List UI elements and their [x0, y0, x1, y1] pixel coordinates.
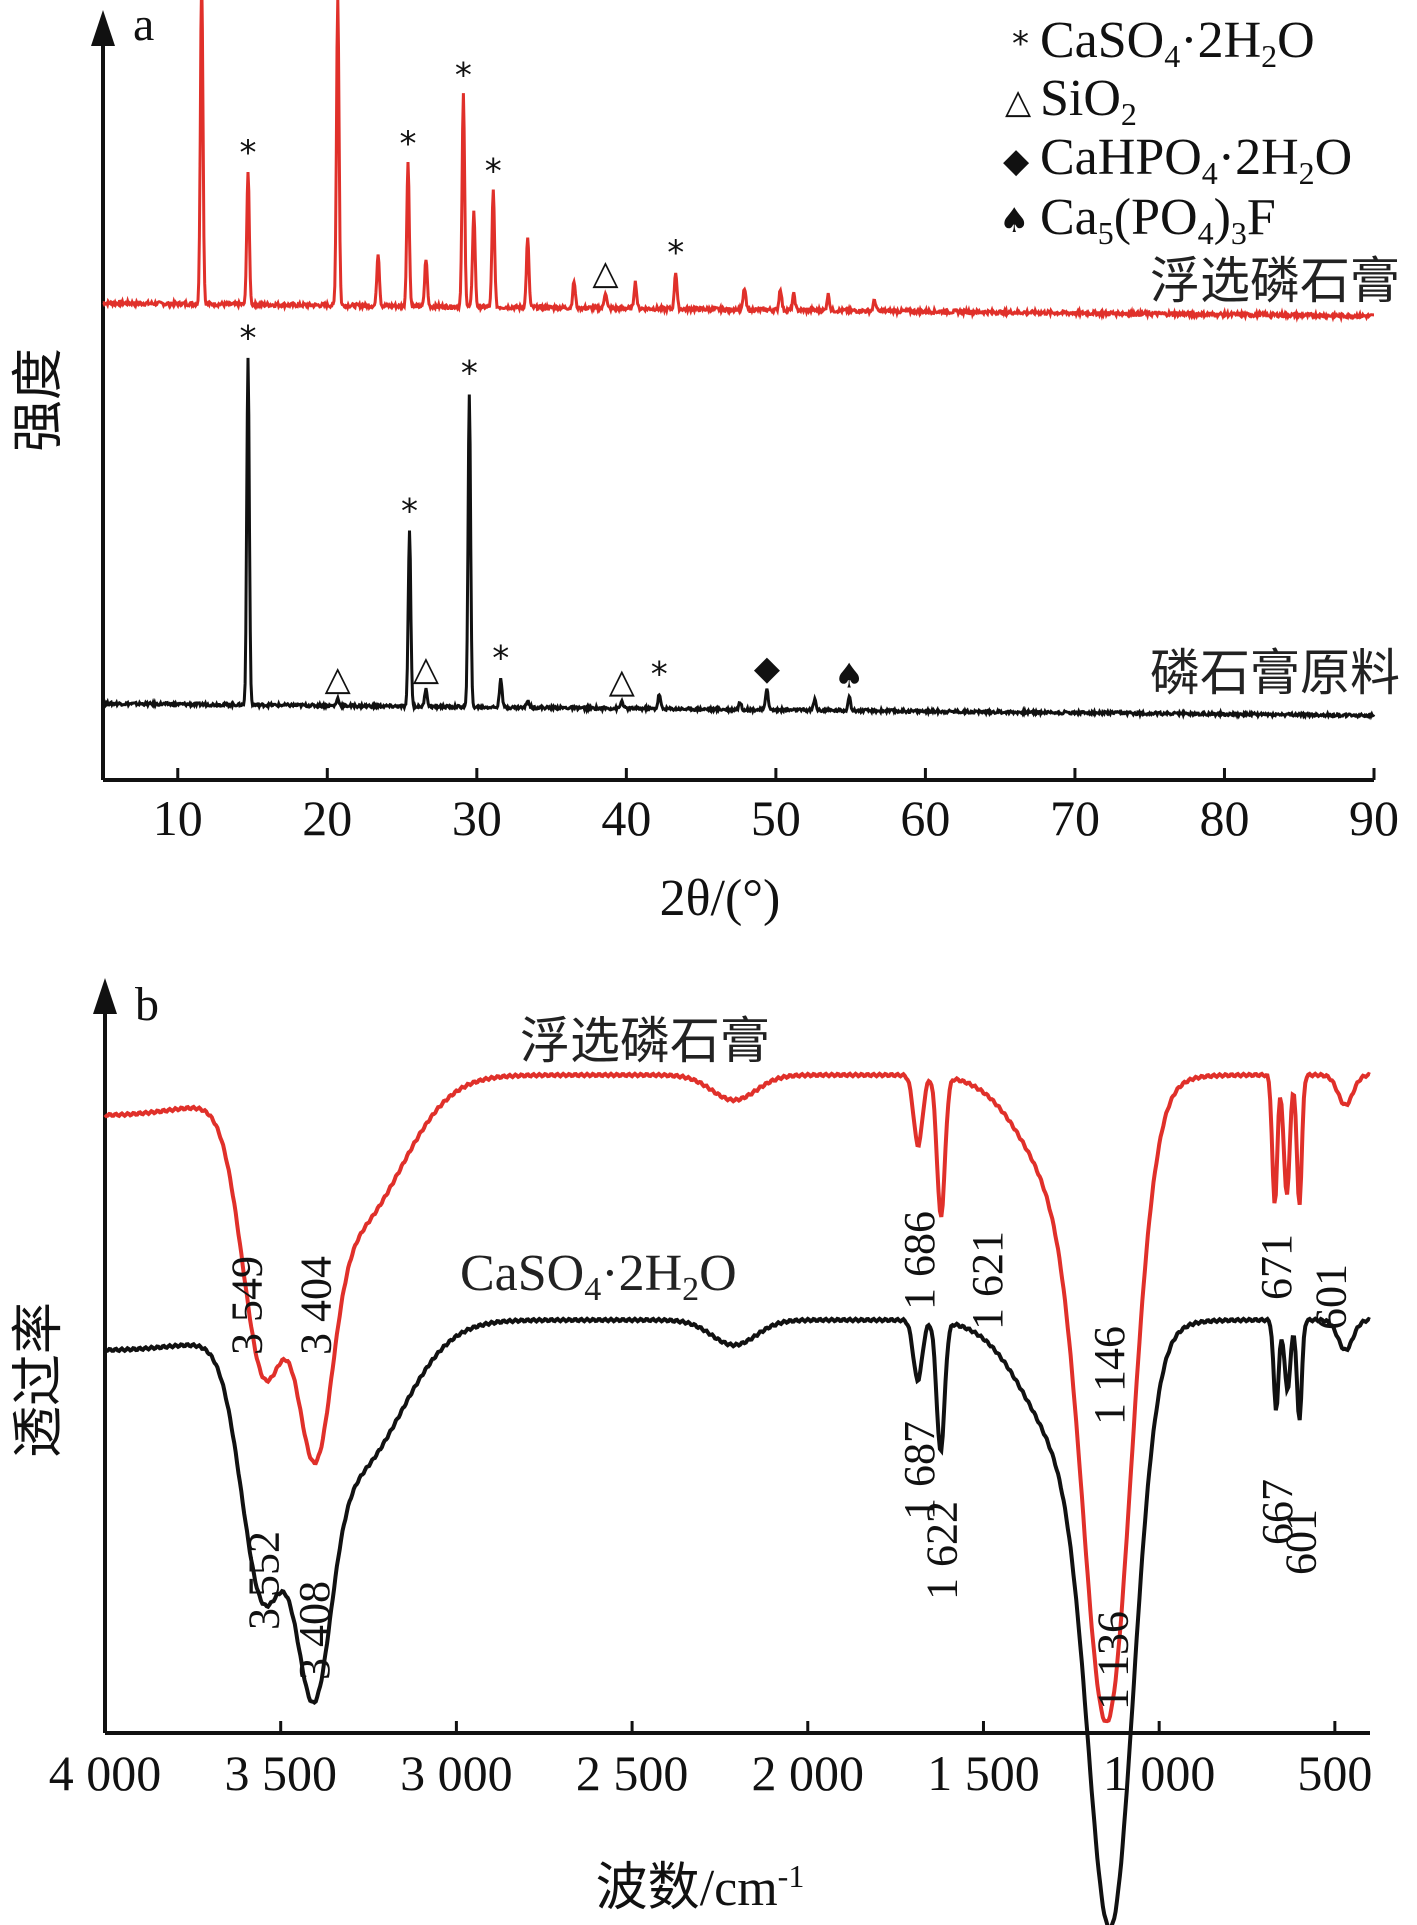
y-axis-arrow-b [93, 978, 117, 1014]
legend-symbol-sio2: △ [1005, 82, 1032, 122]
x-tick-label-a: 80 [1199, 790, 1249, 846]
legend-label-fluorapatite: Ca5(PO4)3F [1040, 189, 1276, 251]
peak-marker: * [455, 56, 472, 96]
band-label: 3 408 [290, 1581, 339, 1680]
legend-label-brushite: CaHPO4·2H2O [1040, 129, 1352, 191]
band-label: 1 136 [1088, 1611, 1137, 1710]
band-label: 1 622 [918, 1501, 967, 1600]
band-label: 671 [1252, 1234, 1301, 1300]
peak-marker: △ [609, 662, 636, 702]
series-label-flotation-xrd: 浮选磷石膏 [1150, 252, 1400, 310]
legend-label-sio2: SiO2 [1040, 70, 1137, 132]
peak-marker: * [240, 319, 257, 359]
peak-marker: * [485, 151, 502, 191]
x-tick-label-a: 40 [601, 790, 651, 846]
ftir-line-gypsum [103, 1316, 1371, 1925]
band-label: 667 [1253, 1479, 1302, 1545]
x-tick-label-a: 70 [1050, 790, 1100, 846]
y-axis-arrow-a [91, 10, 115, 46]
legend-symbol-gypsum: * [1012, 24, 1029, 64]
band-label: 1 146 [1085, 1326, 1134, 1425]
phase-markers: ******△**△*△**△*◆♠ [240, 56, 865, 702]
peak-marker: ◆ [754, 648, 781, 688]
x-tick-label-a: 90 [1349, 790, 1399, 846]
xrd-series [101, 0, 1376, 721]
peak-marker: * [400, 124, 417, 164]
xrd-line-flotation [102, 0, 1374, 324]
x-tick-label-b: 4 000 [49, 1745, 162, 1801]
legend-symbol-fluorapatite: ♠ [999, 201, 1029, 241]
legend-label-gypsum: CaSO4·2H2O [1040, 12, 1315, 74]
peak-marker: △ [325, 659, 352, 699]
y-axis-title-a: 强度 [9, 348, 69, 452]
x-axis-title-a: 2θ/(°) [660, 870, 781, 927]
y-axis-title-b: 透过率 [9, 1302, 69, 1458]
x-tick-label-a: 20 [302, 790, 352, 846]
peak-marker: * [401, 492, 418, 532]
peak-marker: △ [413, 649, 440, 689]
peak-marker: * [461, 354, 478, 394]
band-label: 601 [1306, 1264, 1355, 1330]
x-tick-label-b: 2 000 [752, 1745, 865, 1801]
series-label-gypsum-ftir: CaSO4·2H2O [460, 1245, 737, 1308]
x-tick-label-b: 500 [1297, 1745, 1372, 1801]
x-ticks-a: 10 20 30 40 50 60 70 80 90 [153, 768, 1399, 846]
x-tick-label-b: 3 000 [400, 1745, 513, 1801]
band-label: 3 552 [239, 1531, 288, 1630]
band-label: 3 404 [291, 1256, 340, 1355]
peak-marker: * [651, 655, 668, 695]
panel-label-b: b [135, 978, 159, 1031]
legend-a: * CaSO4·2H2O △ SiO2 ◆ CaHPO4·2H2O ♠ Ca5(… [999, 12, 1352, 251]
x-tick-label-a: 30 [452, 790, 502, 846]
panel-label-a: a [133, 0, 154, 51]
x-ticks-b: 4 000 3 500 3 000 2 500 2 000 1 500 1 000 500 [49, 1721, 1372, 1801]
xrd-line-raw [101, 357, 1376, 721]
panel-b: 4 000 3 500 3 000 2 500 2 000 1 500 1 000 500 b… [9, 978, 1372, 1925]
band-label: 1 687 [895, 1421, 944, 1520]
series-label-raw-xrd: 磷石膏原料 [1150, 644, 1400, 702]
x-tick-label-b: 2 500 [576, 1745, 689, 1801]
x-tick-label-b: 1 500 [927, 1745, 1040, 1801]
band-label: 601 [1276, 1509, 1325, 1575]
x-tick-label-b: 3 500 [224, 1745, 337, 1801]
band-label: 1 686 [895, 1211, 944, 1310]
peak-marker: △ [592, 253, 619, 293]
legend-symbol-brushite: ◆ [1003, 141, 1030, 181]
peak-marker: * [667, 233, 684, 273]
ftir-series [103, 1071, 1371, 1925]
ftir-line-flotation [103, 1071, 1371, 1724]
peak-marker: ♠ [834, 656, 864, 696]
series-label-flotation-ftir: 浮选磷石膏 [520, 1012, 770, 1070]
band-label: 3 549 [223, 1256, 272, 1355]
x-tick-label-a: 10 [153, 790, 203, 846]
x-tick-label-a: 50 [751, 790, 801, 846]
x-tick-label-b: 1 000 [1103, 1745, 1216, 1801]
peak-marker: * [240, 133, 257, 173]
band-label: 1 621 [963, 1231, 1012, 1330]
x-axis-title-b: 波数/cm-1 [596, 1858, 805, 1918]
peak-marker: * [492, 639, 509, 679]
x-tick-label-a: 60 [900, 790, 950, 846]
